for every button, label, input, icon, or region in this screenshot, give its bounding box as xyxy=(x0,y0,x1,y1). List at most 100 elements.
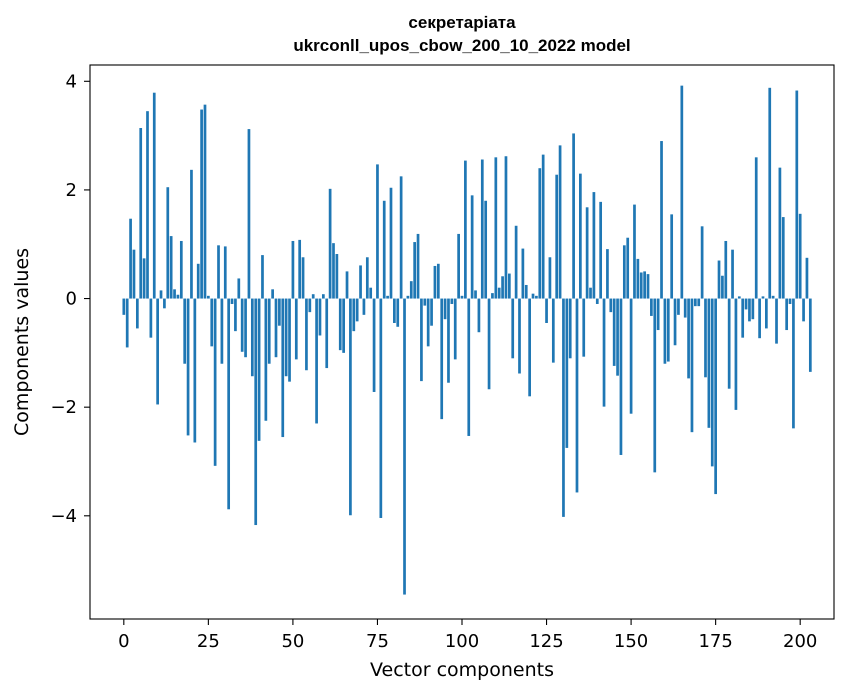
bars-group xyxy=(122,85,812,595)
bar xyxy=(325,298,329,369)
bar xyxy=(697,298,701,307)
bar xyxy=(572,133,575,299)
x-tick-label: 75 xyxy=(366,631,389,652)
bar xyxy=(453,298,457,360)
bar xyxy=(650,298,653,316)
bar xyxy=(183,298,187,364)
bar xyxy=(135,298,139,329)
bar xyxy=(595,298,599,304)
bar xyxy=(382,200,386,299)
bar xyxy=(487,298,491,390)
bar xyxy=(683,298,687,318)
bar xyxy=(731,249,734,299)
bar xyxy=(152,92,156,299)
bar xyxy=(781,217,785,299)
bar xyxy=(805,257,809,299)
bar xyxy=(288,298,291,382)
bar xyxy=(474,290,477,299)
bar xyxy=(734,298,738,410)
bar xyxy=(447,298,450,383)
bar xyxy=(396,298,400,327)
bar xyxy=(785,298,789,331)
bar xyxy=(186,298,190,436)
bar xyxy=(602,298,606,407)
chart-subtitle: ukrconll_upos_cbow_200_10_2022 model xyxy=(293,36,630,55)
bar xyxy=(311,294,315,299)
y-axis-label: Components values xyxy=(11,248,33,436)
bar xyxy=(264,298,268,421)
bar xyxy=(146,111,149,299)
bar xyxy=(159,290,163,299)
bar xyxy=(626,237,630,299)
bar xyxy=(234,298,237,332)
bar xyxy=(335,254,339,299)
bar xyxy=(250,298,254,377)
bar xyxy=(528,298,531,397)
bar xyxy=(599,201,603,299)
bar xyxy=(443,298,447,320)
x-tick-label: 150 xyxy=(614,631,648,652)
bar xyxy=(585,207,589,299)
bar xyxy=(792,298,795,429)
bar xyxy=(795,90,799,299)
bar xyxy=(267,298,271,364)
bar xyxy=(687,298,690,379)
bar xyxy=(721,275,724,299)
bar xyxy=(318,298,322,336)
bar xyxy=(149,298,153,338)
bar xyxy=(501,276,504,299)
bar xyxy=(690,298,694,433)
bar xyxy=(700,226,704,299)
bar xyxy=(606,249,609,299)
bar xyxy=(558,145,562,299)
bar xyxy=(315,298,318,424)
bar xyxy=(656,298,660,331)
bar xyxy=(298,239,302,299)
x-tick-label: 25 xyxy=(197,631,220,652)
bar xyxy=(555,174,559,299)
bar xyxy=(420,298,423,382)
bar xyxy=(727,298,731,389)
bar xyxy=(541,154,545,299)
bar xyxy=(203,104,207,299)
x-axis-label: Vector components xyxy=(370,659,554,681)
bar xyxy=(666,298,670,362)
bar xyxy=(551,298,555,363)
bar xyxy=(426,298,430,347)
bar xyxy=(223,246,227,299)
bar xyxy=(213,298,217,466)
x-tick-label: 50 xyxy=(281,631,304,652)
bar xyxy=(321,294,325,299)
bar xyxy=(416,233,420,299)
x-tick-label: 125 xyxy=(529,631,563,652)
bar xyxy=(413,242,417,299)
bar xyxy=(349,298,352,516)
bar xyxy=(355,298,359,322)
bar xyxy=(491,293,494,299)
bar xyxy=(802,298,805,322)
bar xyxy=(291,240,295,299)
bar xyxy=(616,298,619,376)
bar xyxy=(531,293,535,299)
bar xyxy=(240,298,244,352)
bar xyxy=(450,298,454,304)
bar xyxy=(724,240,728,299)
bar xyxy=(494,157,498,299)
bar xyxy=(338,298,342,351)
x-tick-label: 100 xyxy=(445,631,479,652)
bar xyxy=(758,298,761,339)
bar xyxy=(278,298,281,326)
bar xyxy=(744,298,748,310)
bar xyxy=(230,298,234,304)
bar xyxy=(653,298,657,473)
bar xyxy=(464,160,467,299)
bar xyxy=(761,296,765,299)
bar xyxy=(680,85,684,299)
bar xyxy=(220,298,224,364)
bar xyxy=(379,298,383,518)
bar xyxy=(707,298,711,428)
bar xyxy=(372,298,376,392)
bar xyxy=(765,298,768,329)
bar xyxy=(518,298,521,374)
bar xyxy=(166,187,170,299)
